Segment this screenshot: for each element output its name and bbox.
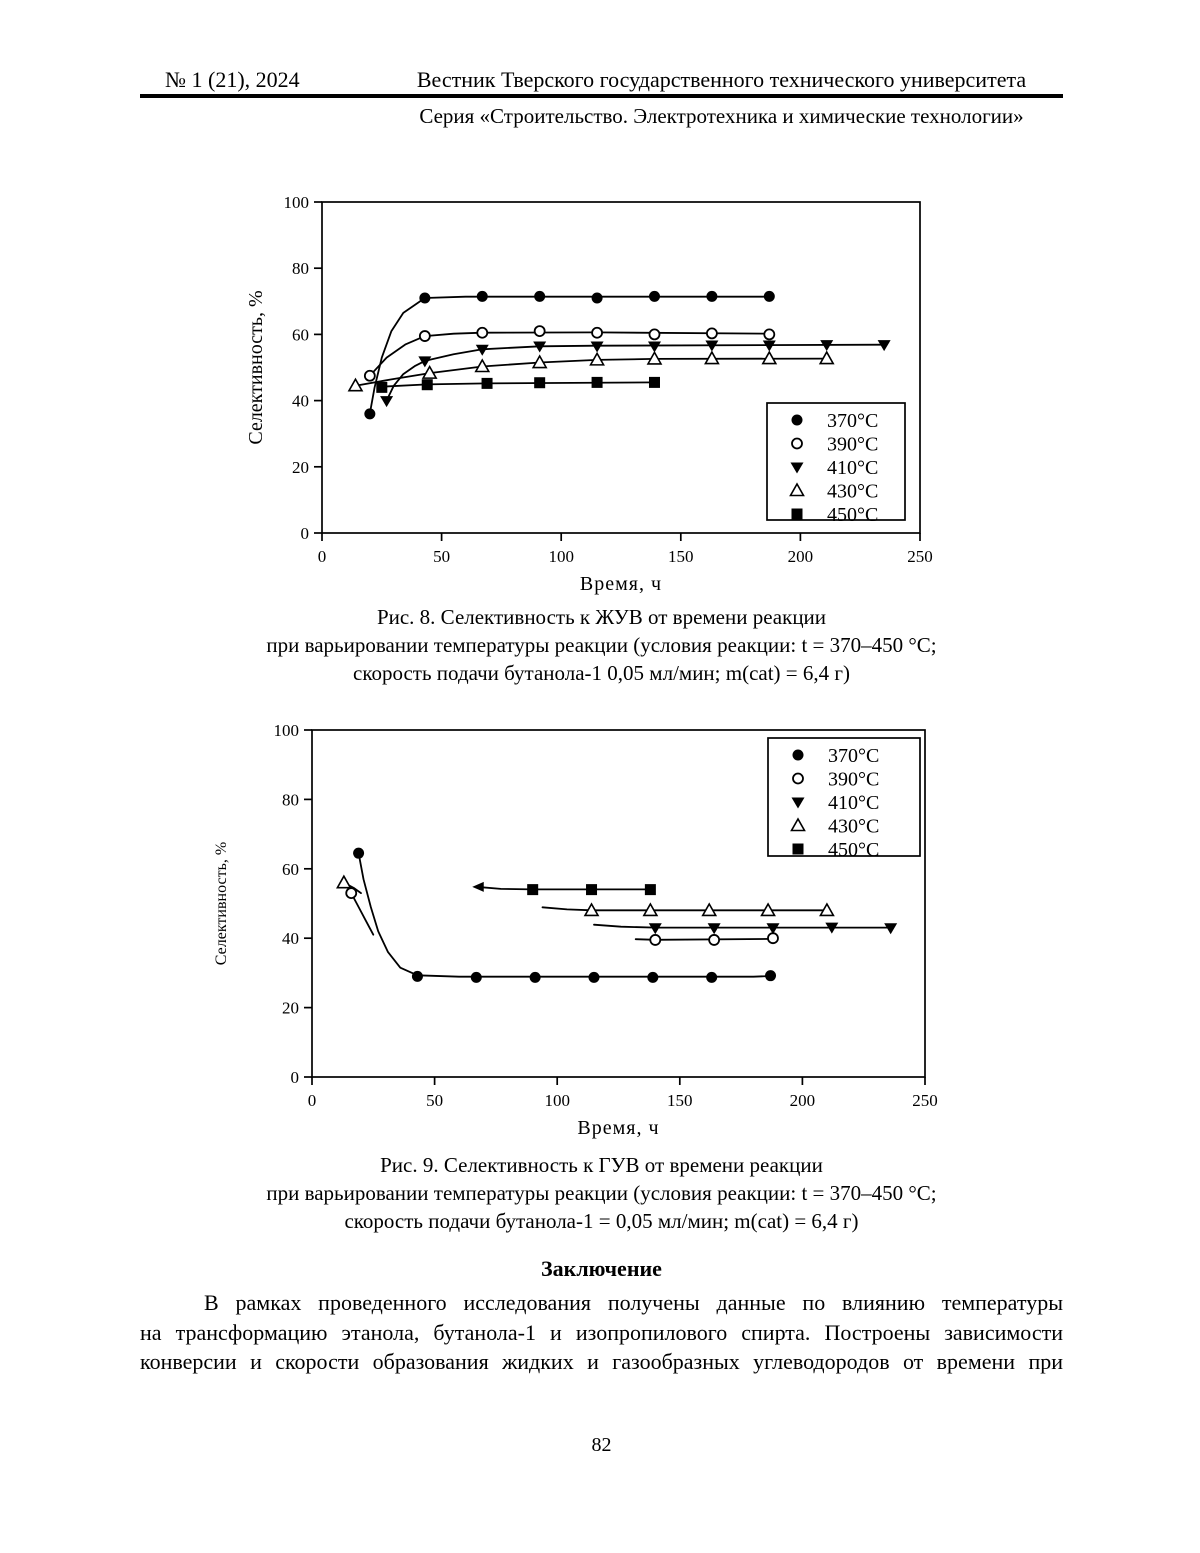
conclusion-heading: Заключение [541,1256,662,1281]
figure8-caption: Рис. 8. Селективность к ЖУВ от времени р… [140,603,1063,687]
figure8-caption-line: при варьировании температуры реакции (ус… [266,633,937,657]
svg-text:0: 0 [301,524,310,543]
svg-text:Время, ч: Время, ч [577,1117,659,1139]
svg-text:Селективность, %: Селективность, % [213,842,230,965]
conclusion-paragraph: В рамках проведенного исследования получ… [140,1288,1063,1377]
figure8-caption-line: Рис. 8. Селективность к ЖУВ от времени р… [376,605,827,629]
svg-text:50: 50 [426,1091,443,1110]
conclusion-paragraph-line: на трансформацию этанола, бутанола-1 и и… [140,1319,1063,1345]
svg-text:250: 250 [907,547,933,566]
svg-text:20: 20 [282,999,299,1018]
svg-text:430°С: 430°С [827,481,878,503]
figure9-caption: Рис. 9. Селективность к ГУВ от времени р… [140,1151,1063,1235]
svg-text:410°С: 410°С [828,792,879,814]
svg-text:200: 200 [788,547,814,566]
svg-text:430°С: 430°С [828,816,879,838]
svg-text:100: 100 [544,1091,570,1110]
svg-text:100: 100 [274,721,300,740]
svg-text:370°С: 370°С [828,745,879,767]
figure8-selectivity-vs-time-chart: 0 50 100 150 200 250 0 20 40 60 80 100 Время, ч Селек… [245,193,933,595]
svg-text:0: 0 [291,1068,300,1087]
svg-text:390°С: 390°С [828,769,879,791]
svg-text:150: 150 [667,1091,693,1110]
svg-text:40: 40 [292,392,309,411]
svg-text:100: 100 [284,193,310,212]
figure9-selectivity-vs-time-chart: 0 50 100 150 200 250 0 20 40 60 80 100 Время, ч Селек… [213,721,938,1139]
conclusion-paragraph-line: В рамках проведенного исследования получ… [204,1290,1063,1315]
svg-text:450°С: 450°С [828,839,879,861]
svg-text:150: 150 [668,547,694,566]
svg-text:50: 50 [433,547,450,566]
svg-text:0: 0 [308,1091,317,1110]
svg-text:390°С: 390°С [827,434,878,456]
svg-text:60: 60 [292,325,309,344]
svg-text:0: 0 [318,547,327,566]
svg-text:20: 20 [292,458,309,477]
figure9-caption-line: при варьировании температуры реакции (ус… [266,1181,937,1205]
svg-text:370°С: 370°С [827,410,878,432]
svg-text:Время, ч: Время, ч [580,573,662,595]
svg-text:250: 250 [912,1091,938,1110]
svg-text:60: 60 [282,860,299,879]
svg-text:Селективность, %: Селективность, % [245,290,267,444]
svg-text:200: 200 [790,1091,816,1110]
figure9-caption-line: Рис. 9. Селективность к ГУВ от времени р… [380,1153,823,1177]
issue-number: № 1 (21), 2024 [165,67,300,92]
figure8-caption-line: скорость подачи бутанола-1 0,05 мл/мин; … [353,661,850,685]
journal-series-subtitle: Серия «Строительство. Электротехника и х… [419,104,1024,128]
figure9-caption-line: скорость подачи бутанола-1 = 0,05 мл/мин… [344,1209,859,1233]
conclusion-paragraph-line: конверсии и скорости образования жидких … [140,1349,1063,1374]
svg-text:80: 80 [292,259,309,278]
journal-title: Вестник Тверского государственного техни… [416,67,1027,92]
header-rule [140,94,1063,98]
svg-text:80: 80 [282,790,299,809]
svg-text:40: 40 [282,929,299,948]
svg-text:450°С: 450°С [827,504,878,526]
svg-text:100: 100 [548,547,574,566]
page-number: 82 [591,1434,612,1456]
svg-text:410°С: 410°С [827,457,878,479]
